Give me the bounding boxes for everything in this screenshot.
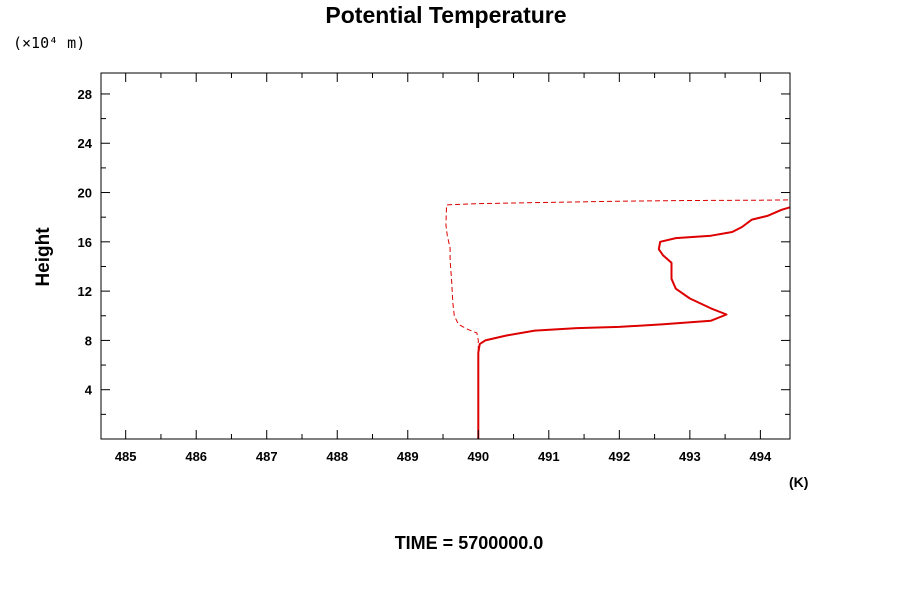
y-tick-label: 8 xyxy=(85,333,92,348)
plot-frame xyxy=(100,72,791,440)
y-tick-label: 4 xyxy=(85,383,93,398)
x-tick-label: 485 xyxy=(115,449,137,464)
y-tick-label: 16 xyxy=(78,235,92,250)
x-tick-label: 493 xyxy=(679,449,701,464)
y-tick-label: 28 xyxy=(78,87,92,102)
x-tick-label: 490 xyxy=(467,449,489,464)
chart-title: Potential Temperature xyxy=(325,2,566,28)
x-tick-label: 489 xyxy=(397,449,419,464)
solid-series-line xyxy=(477,206,791,439)
axes-layer: 485 486 487 488 489 490 491 492 493 494 4 8 12 16 20 24… xyxy=(78,73,790,464)
x-tick-label: 494 xyxy=(750,449,772,464)
y-tick-label: 20 xyxy=(78,186,92,201)
time-footer: TIME = 5700000.0 xyxy=(395,533,544,553)
x-unit-label: (K) xyxy=(789,474,808,490)
x-tick-label: 488 xyxy=(326,449,348,464)
dashed-series-line xyxy=(445,199,791,439)
x-tick-label: 486 xyxy=(185,449,207,464)
y-tick-label: 24 xyxy=(78,136,93,151)
x-tick-label: 487 xyxy=(256,449,278,464)
y-tick-label: 12 xyxy=(78,284,92,299)
series-layer xyxy=(445,199,791,439)
y-scale-label: (×10⁴ m) xyxy=(13,34,85,52)
y-axis-label: Height xyxy=(33,227,54,287)
x-tick-label: 492 xyxy=(608,449,630,464)
x-tick-label: 491 xyxy=(538,449,560,464)
